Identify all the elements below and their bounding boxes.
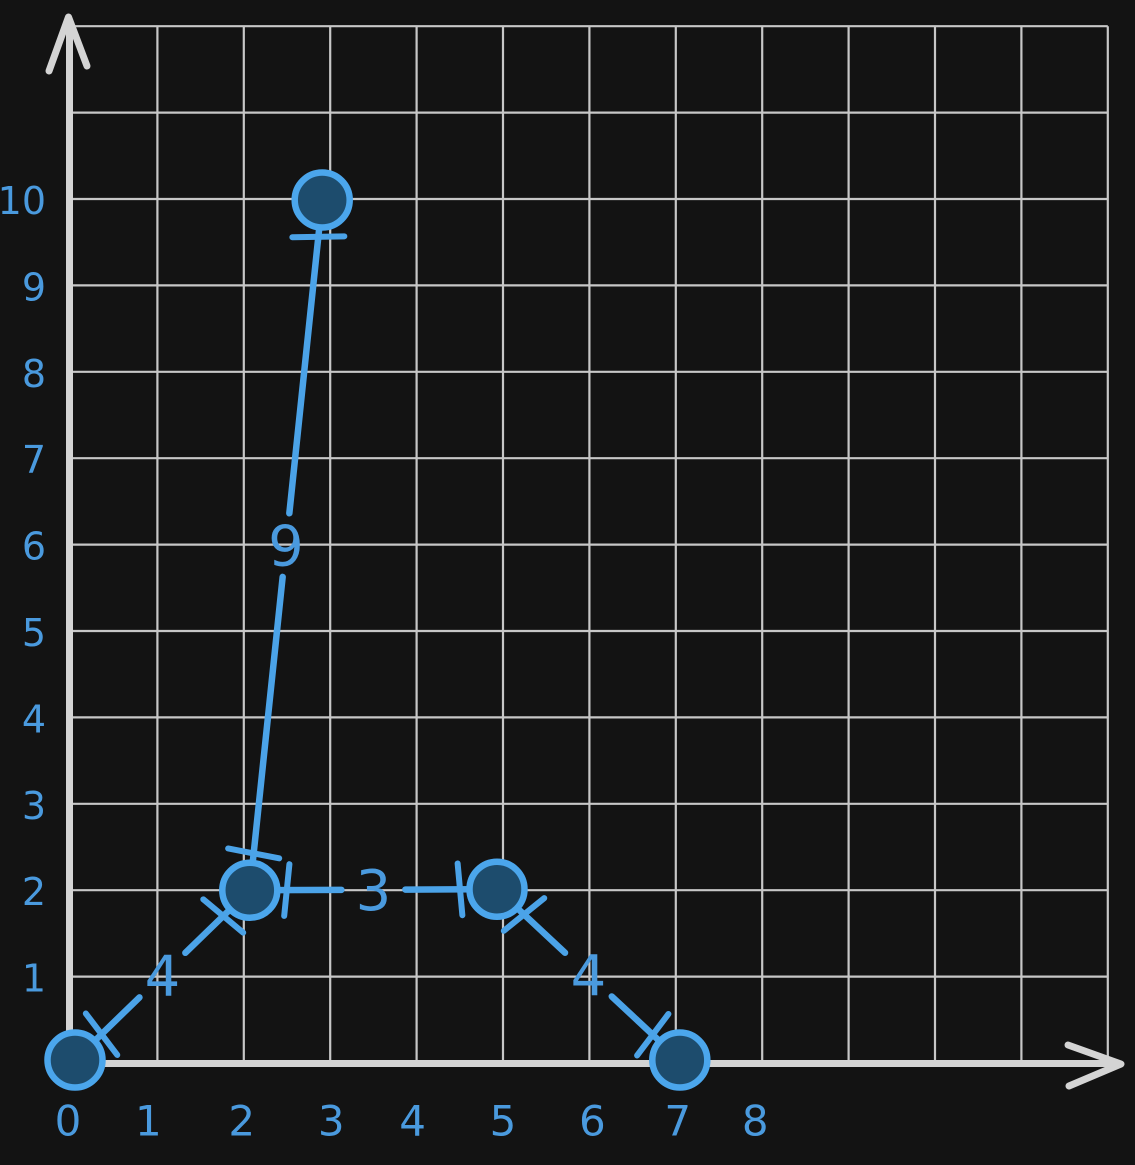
edge-end-bar-icon <box>200 896 247 936</box>
graph-edge[interactable] <box>82 896 247 1058</box>
edge-weight-labels: 4 9 3 4 <box>145 515 607 1010</box>
edge-line[interactable] <box>509 900 569 957</box>
edge-line[interactable] <box>286 218 324 517</box>
edge-end-bar-icon <box>82 1010 121 1058</box>
y-tick-label: 3 <box>22 784 46 828</box>
x-tick-label: 2 <box>228 1097 255 1146</box>
y-tick-label: 7 <box>22 438 46 482</box>
graph-edge[interactable] <box>268 860 479 919</box>
edge-weight-label: 4 <box>571 944 607 1009</box>
edges <box>82 218 672 1059</box>
edge-end-bar-icon <box>634 1010 672 1059</box>
x-tick-label: 3 <box>318 1097 345 1146</box>
edge-line[interactable] <box>87 994 143 1048</box>
edge-end-bar-icon <box>500 895 548 934</box>
y-tick-label: 6 <box>22 525 46 569</box>
y-tick-label: 9 <box>22 265 46 309</box>
grid <box>71 25 1109 1063</box>
edge-weight-label: 4 <box>145 945 181 1010</box>
y-axis-labels: 1 2 3 4 5 6 7 8 9 10 <box>0 179 46 1001</box>
graph-node[interactable] <box>291 169 353 231</box>
x-tick-label: 1 <box>135 1097 162 1146</box>
edge-weight-label: 3 <box>356 859 392 924</box>
y-tick-label: 10 <box>0 179 46 223</box>
y-axis-arrow-icon <box>45 13 91 75</box>
graph-edge[interactable] <box>500 895 672 1059</box>
graph-node[interactable] <box>466 858 528 920</box>
x-tick-label: 7 <box>664 1097 691 1146</box>
axes <box>45 13 1125 1090</box>
graph-edge[interactable] <box>225 218 348 872</box>
nodes <box>44 169 711 1091</box>
edge-end-bar-icon <box>289 233 348 241</box>
edge-end-bar-icon <box>281 861 293 919</box>
graph-node[interactable] <box>649 1029 711 1091</box>
y-tick-label: 5 <box>22 611 46 655</box>
y-tick-label: 8 <box>22 352 46 396</box>
x-tick-label: 4 <box>399 1097 426 1146</box>
x-tick-label: 8 <box>742 1097 769 1146</box>
edge-end-bar-icon <box>454 860 466 919</box>
edge-line[interactable] <box>248 573 286 872</box>
edge-line[interactable] <box>182 902 238 957</box>
x-tick-label: 0 <box>55 1097 82 1146</box>
graph-node[interactable] <box>219 859 281 921</box>
edge-weight-label: 9 <box>268 515 304 580</box>
y-tick-label: 2 <box>22 870 46 914</box>
x-tick-label: 5 <box>490 1097 517 1146</box>
y-tick-label: 1 <box>22 957 46 1001</box>
x-axis-labels: 0 1 2 3 4 5 6 7 8 <box>55 1097 769 1146</box>
x-tick-label: 6 <box>579 1097 606 1146</box>
edge-line[interactable] <box>608 993 667 1049</box>
graph-node[interactable] <box>44 1029 106 1091</box>
y-tick-label: 4 <box>22 697 46 741</box>
edge-end-bar-icon <box>225 845 283 862</box>
x-axis-arrow-icon <box>1064 1041 1125 1090</box>
